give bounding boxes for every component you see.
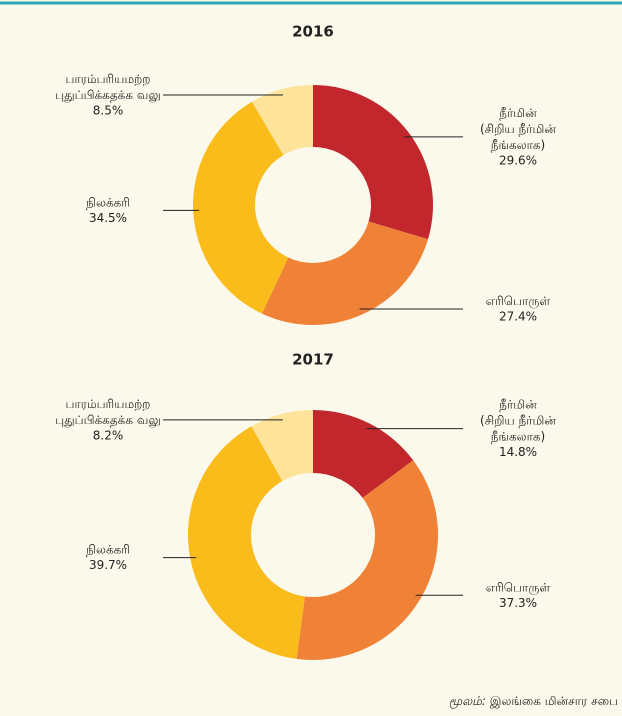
source-label: மூலம்: — [449, 694, 486, 709]
value-label: 34.5% — [89, 211, 127, 225]
donut-slice — [192, 101, 289, 314]
value-label: 8.5% — [93, 104, 124, 118]
donut-slice — [313, 410, 414, 498]
slice-label-line: நீர்மின் — [499, 105, 537, 119]
slice-label-line: எரிபொருள் — [486, 580, 551, 595]
slice-label-line: பாரம்பரியமற்ற — [66, 72, 151, 86]
slice-label: பாரம்பரியமற்ற புதுப்பிக்கதக்க வலு — [55, 72, 160, 103]
slice-label-line: நீங்கலாக) — [491, 429, 545, 443]
value-label: 27.4% — [499, 310, 537, 324]
slice-label: எரிபொருள் — [486, 580, 551, 595]
donut-slice — [313, 85, 433, 240]
slice-label-line: புதுப்பிக்கதக்க வலு — [55, 88, 160, 103]
slice-label: நிலக்கரி — [86, 542, 130, 556]
source: மூலம்: இலங்கை மின்சார சபை — [449, 694, 618, 709]
value-label: 14.8% — [499, 445, 537, 459]
slice-label-line: எரிபொருள் — [486, 294, 551, 309]
value-label: 37.3% — [499, 596, 537, 610]
slice-label-line: நிலக்கரி — [86, 542, 130, 556]
slice-label: எரிபொருள் — [486, 294, 551, 309]
chart-title: 2016 — [292, 23, 334, 41]
slice-label-line: (சிறிய நீர்மின் — [480, 121, 556, 135]
slice-label: பாரம்பரியமற்ற புதுப்பிக்கதக்க வலு — [55, 396, 160, 427]
value-label: 8.2% — [93, 428, 124, 442]
slice-label-line: நிலக்கரி — [86, 195, 130, 209]
donut-slice — [261, 221, 429, 325]
donut-slice — [251, 410, 313, 482]
chart-title: 2017 — [292, 351, 334, 369]
donut-slice — [251, 85, 313, 156]
value-label: 29.6% — [499, 153, 537, 167]
slice-label-line: புதுப்பிக்கதக்க வலு — [55, 412, 160, 427]
slice-label: நிலக்கரி — [86, 195, 130, 209]
slice-label: நீர்மின் (சிறிய நீர்மின் நீங்கலாக) — [480, 105, 556, 151]
slice-label-line: நீங்கலாக) — [491, 137, 545, 151]
value-label: 39.7% — [89, 558, 127, 572]
slice-label: நீர்மின் (சிறிய நீர்மின் நீங்கலாக) — [480, 397, 556, 443]
donut-slice — [296, 460, 439, 660]
slice-label-line: நீர்மின் — [499, 397, 537, 411]
slice-label-line: (சிறிய நீர்மின் — [480, 413, 556, 427]
donut-slice — [187, 426, 305, 659]
source-text: இலங்கை மின்சார சபை — [490, 694, 618, 709]
slice-label-line: பாரம்பரியமற்ற — [66, 396, 151, 410]
